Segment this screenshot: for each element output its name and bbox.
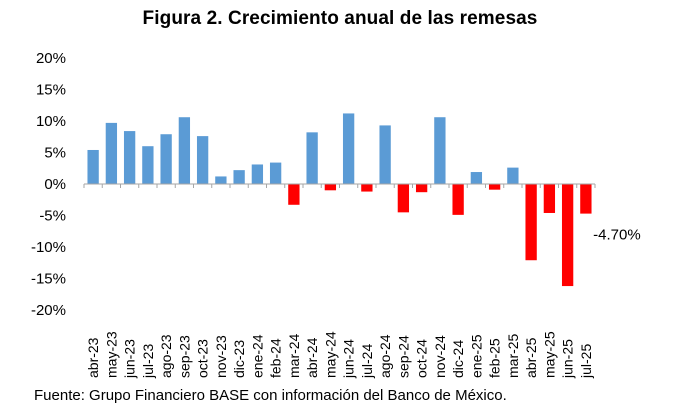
x-tick-marks [83, 184, 596, 188]
bar-sep-23 [178, 117, 191, 184]
x-tick-label: jul-23 [140, 344, 156, 379]
bar-ago-23 [160, 134, 172, 184]
bar-jul-25 [580, 184, 592, 214]
bar-dic-24 [452, 184, 464, 215]
bar-jun-23 [123, 131, 136, 184]
x-tick-label: ago-24 [377, 334, 393, 378]
x-tick-label: abr-23 [85, 337, 101, 378]
bar-may-23 [105, 122, 118, 184]
x-tick-label: ene-24 [249, 334, 265, 378]
x-tick-label: abr-24 [304, 337, 320, 378]
x-tick-label: ene-25 [468, 334, 484, 378]
x-tick-label: sep-24 [395, 335, 411, 378]
x-tick-label: ago-23 [158, 334, 174, 378]
y-tick-label: -20% [31, 302, 66, 319]
bar-mar-24 [288, 184, 300, 205]
x-tick-label: dic-24 [450, 340, 466, 378]
x-tick-label: mar-24 [286, 333, 302, 378]
x-tick-label: oct-23 [195, 339, 211, 378]
x-tick-label: nov-23 [213, 335, 229, 378]
y-axis-labels: 20% 15% 10% 5% 0% -5% -10% -15% -20% [31, 50, 66, 319]
y-tick-label: 10% [36, 113, 66, 130]
x-tick-label: jun-25 [560, 339, 576, 379]
bar-mar-25 [507, 167, 519, 184]
x-tick-label: feb-24 [268, 338, 284, 378]
bar-may-24 [324, 184, 337, 191]
x-tick-label: mar-25 [505, 333, 521, 378]
y-tick-label: -15% [31, 271, 66, 288]
bar-jun-24 [342, 113, 355, 184]
bar-feb-25 [488, 184, 501, 190]
source-note: Fuente: Grupo Financiero BASE con inform… [34, 387, 507, 404]
bar-sep-24 [397, 184, 410, 213]
x-tick-label: may-23 [103, 331, 119, 378]
x-axis-labels: abr-23 may-23 jun-23 jul-23 ago-23 sep-23 oct-… [85, 331, 594, 379]
x-tick-label: may-24 [322, 331, 338, 378]
bar-nov-23 [215, 176, 227, 184]
x-tick-label: jul-25 [578, 344, 594, 379]
bar-dic-23 [233, 170, 245, 184]
bar-oct-24 [415, 184, 428, 193]
x-tick-label: may-25 [541, 331, 557, 378]
y-tick-label: 0% [44, 176, 66, 193]
bar-ene-25 [470, 172, 483, 184]
x-tick-label: jul-24 [359, 344, 375, 379]
x-tick-label: feb-25 [487, 338, 503, 378]
bar-ago-24 [379, 125, 391, 184]
x-tick-label: abr-25 [523, 337, 539, 378]
bar-abr-25 [525, 184, 537, 261]
y-tick-label: 15% [36, 82, 66, 99]
bar-jul-23 [142, 146, 154, 184]
x-tick-label: dic-23 [231, 340, 247, 378]
bar-jul-24 [361, 184, 373, 192]
x-tick-label: oct-24 [414, 339, 430, 378]
bar-oct-23 [196, 136, 209, 184]
bar-nov-24 [434, 117, 446, 184]
chart-title: Figura 2. Crecimiento anual de las remes… [142, 8, 538, 29]
bar-abr-23 [87, 149, 99, 184]
x-tick-label: sep-23 [176, 335, 192, 378]
x-tick-label: jun-23 [122, 339, 138, 379]
y-tick-label: -10% [31, 239, 66, 256]
bar-may-25 [543, 184, 556, 213]
bar-abr-24 [306, 132, 318, 184]
last-value-annotation: -4.70% [593, 227, 641, 244]
x-tick-label: nov-24 [432, 335, 448, 378]
y-tick-label: -5% [39, 208, 66, 225]
bar-feb-24 [269, 162, 282, 184]
y-tick-label: 20% [36, 50, 66, 67]
bars [87, 113, 592, 287]
y-tick-label: 5% [44, 145, 66, 162]
bar-ene-24 [251, 164, 264, 184]
x-tick-label: jun-24 [341, 339, 357, 379]
bar-jun-25 [561, 184, 574, 287]
